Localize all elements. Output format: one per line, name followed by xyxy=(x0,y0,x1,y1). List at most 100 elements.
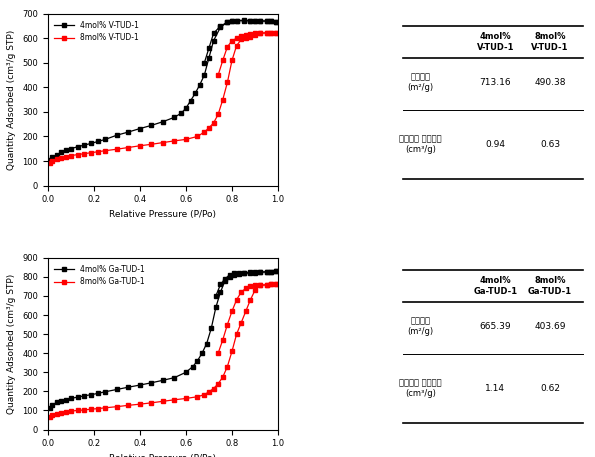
8mol% Ga-TUD-1 xyxy=(268,282,275,287)
4mol% V-TUD-1 xyxy=(58,150,65,155)
Text: 0.63: 0.63 xyxy=(540,140,560,149)
X-axis label: Relative Pressure (P/Po): Relative Pressure (P/Po) xyxy=(109,210,217,219)
8mol% Ga-TUD-1 xyxy=(237,320,245,325)
4mol% Ga-TUD-1 xyxy=(74,394,81,400)
8mol% Ga-TUD-1 xyxy=(224,364,231,369)
4mol% V-TUD-1 xyxy=(196,82,203,88)
8mol% V-TUD-1 xyxy=(81,151,88,156)
4mol% Ga-TUD-1 xyxy=(221,278,228,283)
Text: 4mol%
V-TUD-1: 4mol% V-TUD-1 xyxy=(477,32,514,52)
8mol% Ga-TUD-1 xyxy=(256,283,263,288)
4mol% V-TUD-1 xyxy=(148,122,155,128)
8mol% V-TUD-1 xyxy=(247,34,254,39)
4mol% V-TUD-1 xyxy=(247,18,254,23)
8mol% Ga-TUD-1 xyxy=(113,404,120,409)
4mol% Ga-TUD-1 xyxy=(58,398,65,404)
8mol% Ga-TUD-1 xyxy=(242,308,249,314)
8mol% Ga-TUD-1 xyxy=(210,386,217,391)
4mol% V-TUD-1 xyxy=(113,133,120,138)
8mol% Ga-TUD-1 xyxy=(263,282,270,287)
Text: 8mol%
V-TUD-1: 8mol% V-TUD-1 xyxy=(531,32,569,52)
4mol% Ga-TUD-1 xyxy=(247,270,254,276)
Text: 중간크기 기공부피
(cm³/g): 중간크기 기공부피 (cm³/g) xyxy=(399,135,442,154)
4mol% Ga-TUD-1 xyxy=(194,358,201,364)
8mol% Ga-TUD-1 xyxy=(247,297,254,303)
8mol% V-TUD-1 xyxy=(252,32,259,37)
4mol% Ga-TUD-1 xyxy=(268,269,275,274)
Text: 0.94: 0.94 xyxy=(486,140,505,149)
8mol% V-TUD-1 xyxy=(263,30,270,36)
4mol% Ga-TUD-1 xyxy=(189,364,196,369)
4mol% Ga-TUD-1 xyxy=(199,351,206,356)
4mol% Ga-TUD-1 xyxy=(212,305,220,310)
8mol% V-TUD-1 xyxy=(88,150,95,155)
4mol% Ga-TUD-1 xyxy=(252,270,259,276)
4mol% Ga-TUD-1 xyxy=(62,397,70,402)
8mol% Ga-TUD-1 xyxy=(194,394,201,399)
8mol% Ga-TUD-1 xyxy=(148,400,155,406)
Text: 비표면적
(m²/g): 비표면적 (m²/g) xyxy=(408,73,434,92)
4mol% Ga-TUD-1 xyxy=(226,274,233,280)
8mol% V-TUD-1 xyxy=(210,120,217,126)
4mol% V-TUD-1 xyxy=(125,129,132,135)
4mol% V-TUD-1 xyxy=(217,25,224,30)
8mol% Ga-TUD-1 xyxy=(49,413,56,418)
8mol% V-TUD-1 xyxy=(233,43,240,48)
4mol% Ga-TUD-1 xyxy=(159,377,167,383)
4mol% V-TUD-1 xyxy=(210,38,217,43)
8mol% Ga-TUD-1 xyxy=(171,397,178,403)
4mol% Ga-TUD-1 xyxy=(49,402,56,408)
8mol% Ga-TUD-1 xyxy=(182,396,189,401)
8mol% V-TUD-1 xyxy=(273,30,280,36)
4mol% Ga-TUD-1 xyxy=(273,269,280,274)
Text: 0.62: 0.62 xyxy=(540,384,560,393)
4mol% V-TUD-1 xyxy=(102,137,109,142)
8mol% Ga-TUD-1 xyxy=(46,414,54,420)
4mol% V-TUD-1 xyxy=(205,55,212,61)
8mol% Ga-TUD-1 xyxy=(136,401,143,407)
4mol% Ga-TUD-1 xyxy=(182,370,189,375)
8mol% V-TUD-1 xyxy=(201,129,208,135)
4mol% Ga-TUD-1 xyxy=(102,389,109,394)
8mol% V-TUD-1 xyxy=(95,149,102,154)
4mol% Ga-TUD-1 xyxy=(236,271,243,276)
8mol% V-TUD-1 xyxy=(256,31,263,36)
8mol% V-TUD-1 xyxy=(49,158,56,164)
8mol% Ga-TUD-1 xyxy=(53,411,60,416)
8mol% Ga-TUD-1 xyxy=(228,349,236,354)
4mol% Ga-TUD-1 xyxy=(53,400,60,405)
Y-axis label: Quantity Adsorbed (cm³/g STP): Quantity Adsorbed (cm³/g STP) xyxy=(8,274,17,414)
Legend: 4mol% Ga-TUD-1, 8mol% Ga-TUD-1: 4mol% Ga-TUD-1, 8mol% Ga-TUD-1 xyxy=(51,261,148,289)
4mol% V-TUD-1 xyxy=(192,91,199,96)
8mol% Ga-TUD-1 xyxy=(62,409,70,414)
Text: 713.16: 713.16 xyxy=(480,78,511,87)
8mol% V-TUD-1 xyxy=(194,134,201,139)
4mol% V-TUD-1 xyxy=(240,18,247,23)
8mol% V-TUD-1 xyxy=(62,154,70,159)
8mol% V-TUD-1 xyxy=(46,161,54,166)
Text: 4mol%
Ga-TUD-1: 4mol% Ga-TUD-1 xyxy=(473,276,518,296)
8mol% Ga-TUD-1 xyxy=(252,287,259,293)
8mol% V-TUD-1 xyxy=(237,37,245,42)
8mol% Ga-TUD-1 xyxy=(205,389,212,394)
8mol% Ga-TUD-1 xyxy=(233,331,240,337)
4mol% V-TUD-1 xyxy=(46,157,54,163)
4mol% V-TUD-1 xyxy=(263,18,270,24)
Text: 665.39: 665.39 xyxy=(480,322,511,331)
8mol% V-TUD-1 xyxy=(58,155,65,160)
8mol% Ga-TUD-1 xyxy=(215,381,222,387)
8mol% V-TUD-1 xyxy=(148,142,155,147)
Text: 비표면적
(m²/g): 비표면적 (m²/g) xyxy=(408,317,434,336)
8mol% V-TUD-1 xyxy=(215,112,222,117)
Text: 8mol%
Ga-TUD-1: 8mol% Ga-TUD-1 xyxy=(528,276,572,296)
8mol% Ga-TUD-1 xyxy=(95,406,102,411)
4mol% V-TUD-1 xyxy=(187,98,194,104)
8mol% Ga-TUD-1 xyxy=(67,408,74,414)
4mol% V-TUD-1 xyxy=(159,119,167,124)
Y-axis label: Quantity Adsorbed (cm³/g STP): Quantity Adsorbed (cm³/g STP) xyxy=(8,30,17,170)
4mol% V-TUD-1 xyxy=(268,19,275,24)
4mol% V-TUD-1 xyxy=(49,154,56,160)
4mol% Ga-TUD-1 xyxy=(88,392,95,398)
8mol% Ga-TUD-1 xyxy=(273,282,280,287)
8mol% V-TUD-1 xyxy=(136,143,143,149)
